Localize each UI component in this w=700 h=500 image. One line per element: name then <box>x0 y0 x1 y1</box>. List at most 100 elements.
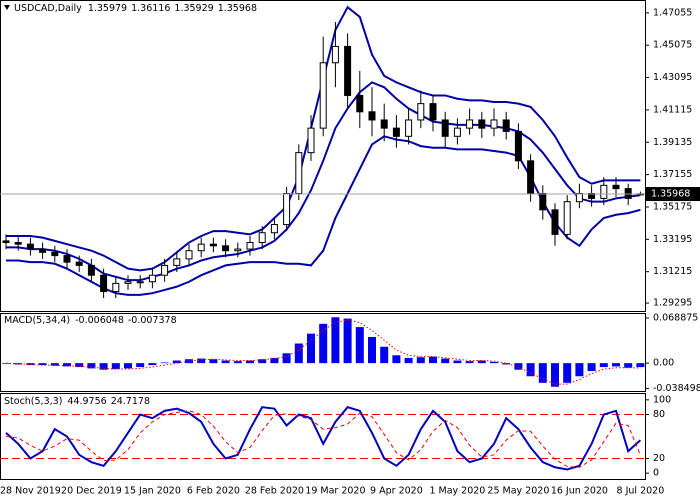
candle-body <box>112 282 120 293</box>
candle-body <box>368 111 376 121</box>
macd-bar <box>331 317 340 364</box>
macd-bar <box>453 360 462 364</box>
macd-bar <box>160 362 169 364</box>
macd-bar <box>551 363 559 387</box>
candle-body <box>392 127 400 137</box>
y-tick-label: 0.00 <box>653 358 674 369</box>
candle-body <box>612 184 620 190</box>
x-tick-label: 1 May 2020 <box>429 486 485 497</box>
candle-body <box>331 45 339 64</box>
macd-panel <box>0 313 646 392</box>
y-tick-label: 1.33195 <box>653 234 692 245</box>
y-tick-label: 1.35175 <box>653 201 692 212</box>
candle-body <box>514 130 522 162</box>
macd-bar <box>258 359 267 364</box>
stoch-title: Stoch(5,3,3) <box>4 396 62 407</box>
candle-body <box>307 127 315 154</box>
candle-body <box>39 248 47 253</box>
macd-header: MACD(5,34,4) -0.006048 -0.007378 <box>4 315 177 326</box>
macd-bar <box>111 363 120 370</box>
candle-body <box>270 224 278 234</box>
macd-bar <box>477 360 486 364</box>
macd-bar <box>319 323 328 364</box>
y-tick-label: 1.29295 <box>653 298 692 309</box>
candle-body <box>344 45 352 96</box>
macd-signal-value: -0.007378 <box>128 315 177 326</box>
stoch-d-value: 24.7178 <box>111 396 150 407</box>
x-tick-label: 28 Nov 2019 <box>0 486 61 497</box>
macd-bar <box>38 363 47 366</box>
bar-low: 1.35929 <box>174 3 213 14</box>
macd-bar <box>490 361 498 364</box>
macd-bar <box>99 363 108 370</box>
macd-bar <box>63 363 71 367</box>
candle-body <box>246 242 254 250</box>
y-tick-label: -0.038498 <box>653 383 700 394</box>
price-panel <box>0 0 646 312</box>
macd-bar <box>514 363 523 370</box>
candle-body <box>575 193 583 203</box>
candle-body <box>502 119 510 132</box>
macd-bar <box>343 318 352 364</box>
macd-bar <box>26 363 35 366</box>
macd-bar <box>636 363 645 368</box>
x-tick-label: 25 May 2020 <box>487 486 549 497</box>
macd-bar <box>136 363 145 368</box>
macd-bar <box>307 333 315 364</box>
candle-body <box>148 274 156 283</box>
y-tick-label: 1.31215 <box>653 266 692 277</box>
candle-body <box>51 251 59 257</box>
macd-bar <box>87 363 96 369</box>
indicator-line <box>5 410 641 468</box>
macd-bar <box>185 359 193 364</box>
candle-body <box>209 243 217 247</box>
bar-close: 1.35968 <box>218 3 257 14</box>
candle-body <box>14 242 22 245</box>
macd-bar <box>429 356 437 364</box>
macd-bar <box>404 357 413 364</box>
macd-bar <box>441 358 450 364</box>
macd-bar <box>14 363 23 365</box>
candle-body <box>453 127 461 137</box>
candle-body <box>466 119 474 129</box>
candle-body <box>478 119 486 129</box>
macd-bar <box>526 363 535 377</box>
candle-body <box>405 119 413 137</box>
symbol-icon <box>4 5 10 10</box>
y-tick-label: 1.43095 <box>653 72 692 83</box>
candle-body <box>527 160 535 195</box>
candle-body <box>295 152 303 195</box>
macd-bar <box>294 343 303 364</box>
stoch-panel <box>0 393 646 480</box>
candle-body <box>258 232 266 244</box>
candle-body <box>417 103 425 121</box>
macd-bar <box>148 363 157 366</box>
y-tick-label: 80 <box>653 409 665 420</box>
candle-body <box>539 193 547 211</box>
macd-bar <box>75 363 84 368</box>
macd-bar <box>221 360 230 364</box>
price-header: USDCAD,Daily 1.35979 1.36116 1.35929 1.35968 <box>14 3 257 14</box>
macd-bar <box>282 353 291 364</box>
stoch-header: Stoch(5,3,3) 44.9756 24.7178 <box>4 396 150 407</box>
macd-bar <box>233 361 242 364</box>
bar-high: 1.36116 <box>131 3 170 14</box>
candle-body <box>222 245 230 252</box>
macd-bar <box>575 363 584 377</box>
candle-body <box>563 201 571 235</box>
candle-body <box>161 264 169 276</box>
macd-bar <box>246 360 254 364</box>
macd-value: -0.006048 <box>75 315 124 326</box>
macd-bar <box>50 363 59 366</box>
macd-bar <box>416 357 425 364</box>
candle-body <box>551 209 559 235</box>
macd-bar <box>355 327 364 364</box>
x-tick-label: 16 Jun 2020 <box>551 486 608 497</box>
candle-body <box>63 255 71 263</box>
candle-body <box>26 243 34 250</box>
stoch-k-value: 44.9756 <box>67 396 106 407</box>
macd-bar <box>209 359 218 364</box>
macd-bar <box>502 363 511 365</box>
y-tick-label: 1.45075 <box>653 40 692 51</box>
